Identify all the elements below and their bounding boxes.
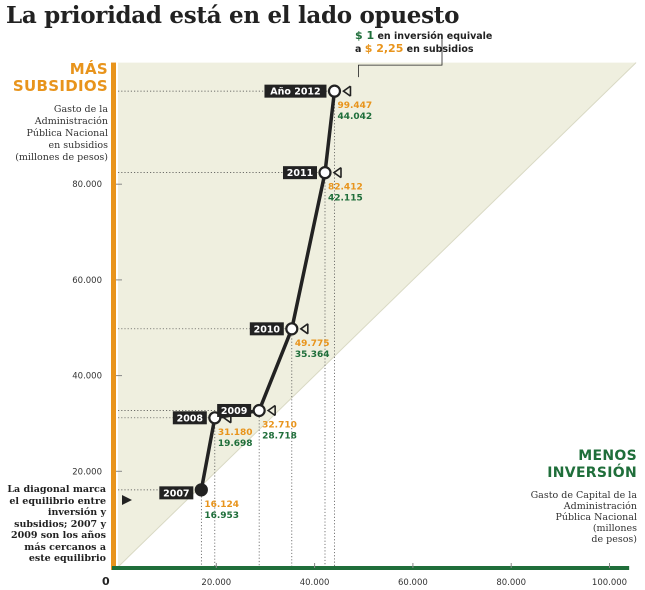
- callout-amount-subsidios: $ 2,25: [364, 42, 404, 55]
- subsidios-value-label: 99.447: [337, 101, 372, 111]
- ratio-callout: $ 1 en inversión equivale a $ 2,25 en su…: [355, 30, 492, 56]
- callout-prefix2: a: [355, 44, 365, 55]
- subsidios-value-label: 16.124: [204, 500, 239, 510]
- y-axis-title-line2: SUBSIDIOS: [12, 77, 108, 95]
- subsidios-value-label: 31.180: [218, 428, 253, 438]
- inversion-value-label: 28.718: [262, 431, 297, 441]
- x-axis-subtitle-line: Pública Nacional: [555, 512, 637, 523]
- point-marker: [194, 483, 208, 497]
- point-marker: [285, 322, 299, 336]
- pointer-icon: [332, 167, 342, 179]
- diagonal-note-line: subsidios; 2007 y: [14, 518, 106, 530]
- pointer-icon: [299, 323, 309, 335]
- x-axis-bar: [112, 566, 630, 570]
- point-marker: [318, 166, 332, 180]
- subsidios-value-label: 82.412: [328, 183, 363, 193]
- y-axis-bar: [111, 62, 116, 570]
- year-label: 2011: [287, 168, 313, 179]
- year-label: 2008: [177, 413, 204, 424]
- diagonal-note-line: este equilibrio: [28, 553, 106, 564]
- callout-line2: a $ 2,25 en subsidios: [355, 43, 492, 56]
- arrow-right-icon: [122, 495, 132, 505]
- point-marker: [252, 403, 266, 418]
- inversion-value-label: 42.115: [328, 194, 363, 204]
- page-title: La prioridad está en el lado opuesto: [6, 2, 460, 29]
- year-box: [217, 403, 252, 417]
- inversion-value-label: 35.364: [295, 350, 330, 360]
- x-tick-label: 60.000: [398, 578, 428, 588]
- year-label: 2009: [221, 406, 247, 417]
- axes-layer: 0 20.000 40.000 60.000 80.000 20.000 40.000 60.…: [72, 62, 630, 588]
- y-axis-subtitle-line: (millones de pesos): [15, 152, 108, 163]
- subsidios-value-label: 32.710: [262, 420, 297, 430]
- series-line: [199, 90, 337, 491]
- year-box: [264, 84, 327, 98]
- year-label: 2007: [163, 488, 189, 499]
- pointer-icon: [342, 85, 351, 97]
- diagonal-note-line: más cercanos a: [24, 541, 106, 553]
- diagonal-note-line: 2009 son los años: [11, 530, 106, 541]
- y-axis-subtitle: Gasto de la Administración Pública Nacio…: [15, 104, 108, 164]
- y-axis-subtitle-line: en subsidios: [48, 140, 108, 151]
- pointer-icon: [266, 404, 276, 417]
- point-marker: [327, 84, 342, 98]
- year-box: [172, 411, 207, 425]
- y-tick-label: 80.000: [72, 180, 102, 190]
- callout-text2: en subsidios: [403, 44, 474, 55]
- diagonal-note-line: inversión y: [47, 507, 106, 518]
- year-box: [282, 166, 317, 180]
- x-axis-subtitle-line: (millones: [592, 523, 637, 534]
- x-axis-subtitle-line: Gasto de Capital de la: [530, 490, 637, 501]
- year-label: 2010: [254, 324, 281, 335]
- year-box: [249, 322, 284, 336]
- x-axis-subtitle-line: de pesos): [591, 534, 637, 545]
- y-axis-subtitle-line: Administración: [34, 116, 108, 127]
- y-axis-subtitle-line: Pública Nacional: [26, 128, 108, 139]
- y-axis-title: MÁS SUBSIDIOS: [13, 61, 108, 95]
- y-axis-title-line1: MÁS: [69, 60, 108, 78]
- year-label: Año 2012: [270, 87, 320, 98]
- series-line-layer: [199, 90, 337, 491]
- inversion-value-label: 16.953: [204, 511, 239, 521]
- callout-text1: en inversión equivale: [374, 31, 493, 42]
- callout-connector: [358, 36, 443, 78]
- marks-layer: [194, 84, 352, 497]
- x-axis-title-line2: INVERSIÓN: [547, 465, 637, 481]
- x-tick-label: 100.000: [592, 578, 627, 588]
- y-tick-label: 20.000: [72, 467, 102, 477]
- diagonal-note-line: La diagonal marca: [7, 484, 106, 495]
- y-tick-label: 40.000: [72, 372, 102, 382]
- callout-line1: $ 1 en inversión equivale: [355, 30, 492, 43]
- x-tick-label: 20.000: [201, 578, 231, 588]
- year-box: [159, 486, 194, 500]
- diagonal-note: La diagonal marca el equilibrio entre in…: [2, 484, 106, 565]
- diagonal-note-line: el equilibrio entre: [9, 495, 106, 507]
- inversion-value-label: 19.698: [218, 439, 253, 449]
- inversion-value-label: 44.042: [337, 112, 372, 122]
- origin-label: 0: [102, 575, 110, 588]
- x-axis-subtitle-line: Administración: [563, 501, 637, 512]
- y-axis-subtitle-line: Gasto de la: [53, 104, 108, 115]
- x-tick-label: 40.000: [300, 578, 330, 588]
- x-tick-label: 80.000: [496, 578, 526, 588]
- subsidios-value-label: 49.775: [295, 339, 330, 349]
- x-axis-title-line1: MENOS: [578, 448, 637, 464]
- callout-amount-inversion: $ 1: [355, 29, 375, 42]
- x-axis-subtitle: Gasto de Capital de la Administración Pú…: [531, 490, 637, 545]
- x-axis-title: MENOS INVERSIÓN: [547, 448, 637, 482]
- y-tick-label: 60.000: [72, 276, 102, 286]
